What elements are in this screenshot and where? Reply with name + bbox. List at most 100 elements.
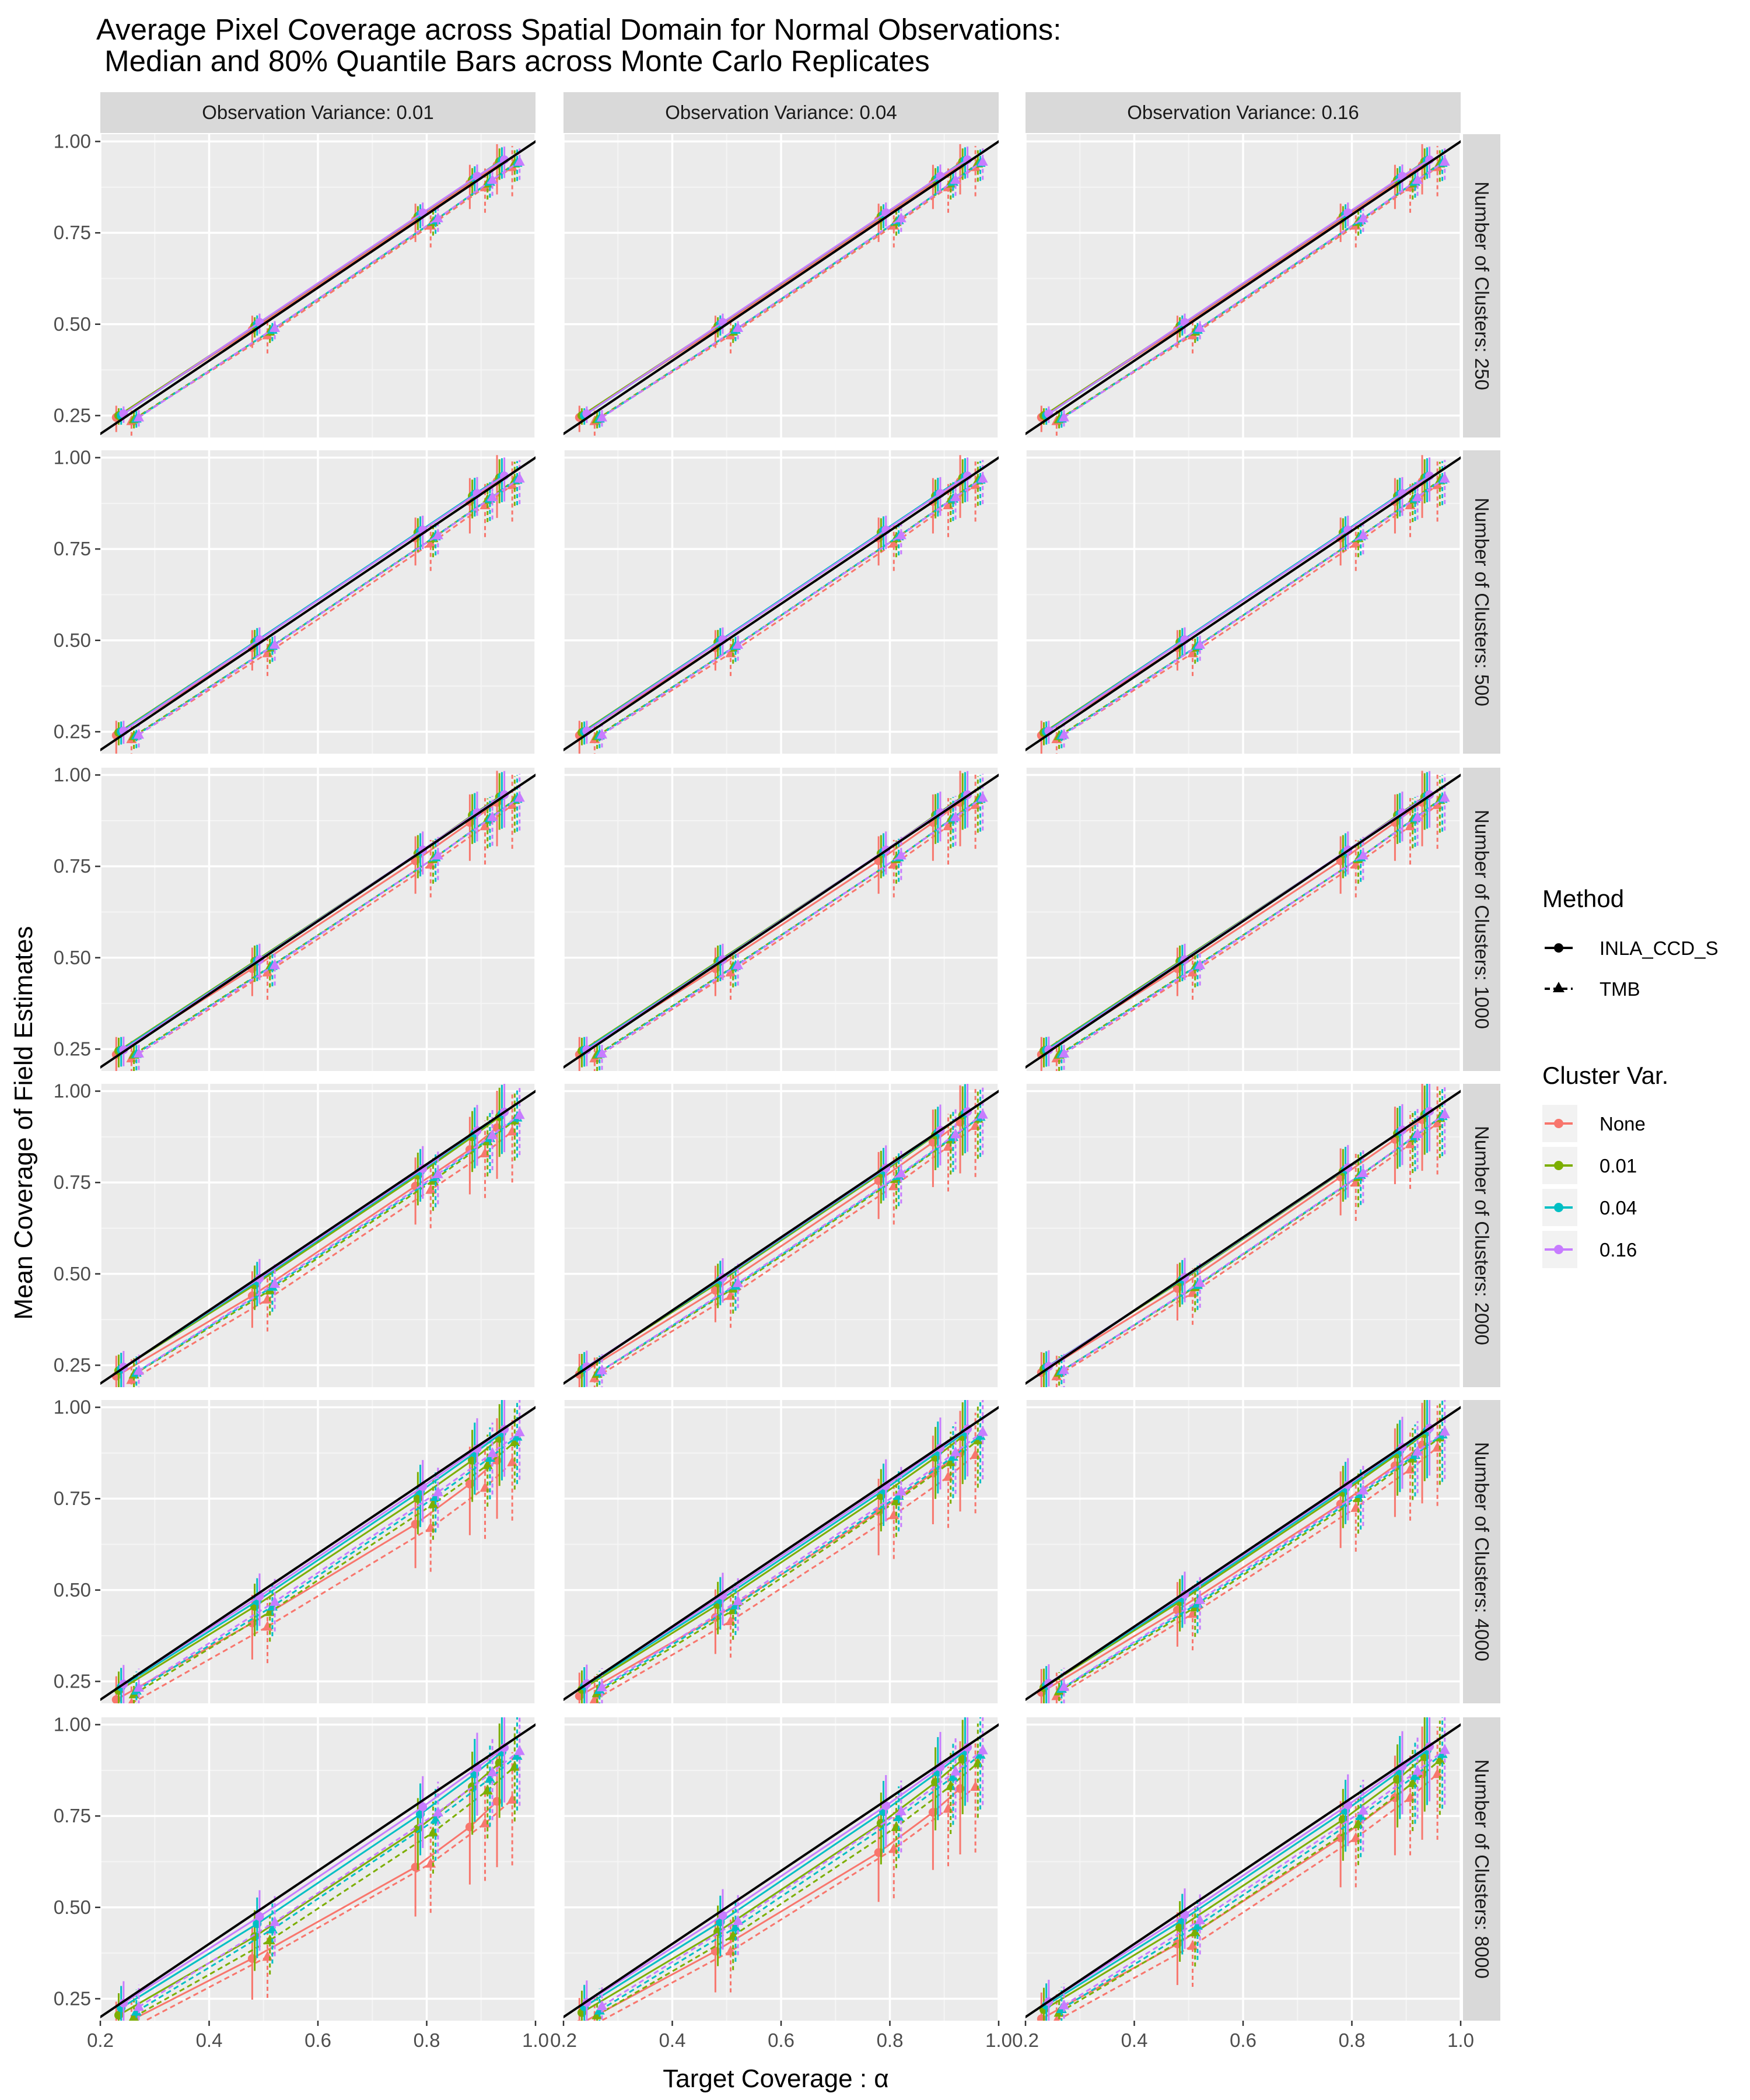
panel-r5-c1: [562, 1717, 1000, 2021]
series-line: [1058, 1436, 1441, 1692]
series-line: [135, 1436, 518, 1692]
legend-inla-circle: [1554, 943, 1563, 953]
x-tick-label: 0.6: [768, 2029, 794, 2051]
panel-r2-c1: [562, 768, 1000, 1071]
point-triangle: [1192, 1920, 1203, 1930]
point-triangle: [432, 849, 443, 860]
point-triangle: [514, 1426, 525, 1437]
reference-line: [100, 1090, 536, 1385]
point-triangle: [432, 1486, 443, 1496]
series-0.16-INLA_CCD_S: [1044, 146, 1434, 423]
y-tick-label: 0.25: [54, 404, 91, 426]
row-strip-4: Number of Clusters: 4000: [1463, 1400, 1500, 1703]
legend-inla-label: INLA_CCD_S: [1600, 937, 1718, 959]
point-triangle: [1357, 849, 1368, 860]
point-triangle: [977, 792, 988, 802]
series-line: [138, 1114, 520, 1372]
point-triangle: [1058, 1364, 1069, 1374]
reference-line: [564, 1090, 999, 1385]
panel-r3-c0: [99, 1084, 537, 1387]
y-tick-label: 1.00: [54, 447, 91, 468]
reference-line: [564, 1723, 999, 2019]
panel-r2-c2: [1024, 768, 1462, 1071]
panel-r2-c0: [99, 768, 537, 1071]
series-line: [1060, 1753, 1443, 2010]
y-tick-label: 0.75: [54, 1488, 91, 1509]
legend-method-inla: INLA_CCD_S: [1545, 937, 1718, 959]
point-triangle: [950, 1765, 961, 1776]
series-line: [133, 1119, 516, 1376]
y-tick-label: 0.25: [54, 720, 91, 742]
series-0.16-TMB: [596, 1717, 988, 2021]
point-triangle: [945, 1456, 956, 1466]
point-triangle: [270, 1595, 281, 1606]
row-strip-label: Number of Clusters: 250: [1471, 181, 1493, 390]
point-triangle: [1189, 1926, 1200, 1937]
axes: 0.25 0.50 0.75 1.00 0.25 0.50 0.75 1.00 0.25 0.50…: [54, 131, 1474, 2051]
row-strip-2: Number of Clusters: 1000: [1463, 768, 1500, 1071]
point-triangle: [943, 820, 954, 831]
y-tick-label: 1.00: [54, 764, 91, 786]
point-triangle: [1432, 1768, 1443, 1779]
point-triangle: [895, 1805, 907, 1816]
y-tick-label: 0.50: [54, 1579, 91, 1601]
legend-cluster-title: Cluster Var.: [1542, 1062, 1668, 1089]
legend-tmb-label: TMB: [1600, 978, 1640, 1000]
panel-data: [1026, 455, 1461, 754]
point-triangle: [484, 1773, 495, 1783]
panel-data: [1026, 1400, 1461, 1703]
point-triangle: [428, 1826, 439, 1837]
panel-r1-c0: [99, 450, 537, 754]
point-triangle: [1357, 1804, 1368, 1815]
point-triangle: [1412, 1128, 1423, 1138]
point-triangle: [1350, 537, 1362, 548]
y-tick-label: 0.25: [54, 1987, 91, 2009]
point-triangle: [943, 1140, 954, 1151]
row-strip-bg: [1463, 1084, 1500, 1387]
reference-line: [564, 1406, 999, 1702]
series-0.16-TMB: [596, 460, 988, 748]
point-triangle: [1058, 411, 1069, 422]
series-0.16-TMB: [596, 148, 988, 427]
series-line: [601, 1749, 984, 2007]
point-triangle: [487, 1129, 498, 1139]
series-0.16-TMB: [1058, 148, 1450, 427]
series-line: [1060, 1115, 1443, 1372]
legend-cluster-none: None: [1542, 1105, 1646, 1142]
point-triangle: [507, 1125, 518, 1136]
point-triangle: [1412, 491, 1423, 502]
series-0.16-TMB: [596, 1086, 988, 1387]
panel-data: [564, 1400, 999, 1703]
series-line: [131, 484, 513, 740]
y-axis-title: Mean Coverage of Field Estimates: [9, 926, 38, 1320]
series-None-TMB: [589, 773, 981, 1071]
point-circle: [418, 1802, 428, 1811]
reference-line: [100, 456, 536, 752]
point-triangle: [888, 1509, 900, 1520]
series-0.04-INLA_CCD_S: [117, 1717, 506, 2021]
reference-line: [1026, 456, 1461, 752]
point-triangle: [895, 1485, 907, 1496]
point-triangle: [1357, 1484, 1368, 1494]
point-circle: [881, 1801, 891, 1811]
point-triangle: [596, 729, 607, 739]
reference-line: [1026, 774, 1461, 1069]
x-tick-label: 1.0: [985, 2029, 1012, 2051]
point-triangle: [596, 1681, 607, 1692]
panel-r4-c0: [99, 1400, 537, 1703]
panel-data: [564, 1717, 999, 2021]
point-triangle: [133, 1364, 144, 1375]
series-line: [594, 484, 977, 740]
series-0.16-TMB: [1058, 460, 1450, 748]
reference-line: [564, 774, 999, 1069]
point-triangle: [507, 1456, 518, 1466]
facet-panels: [99, 134, 1462, 2021]
series-line: [598, 1435, 981, 1691]
point-triangle: [888, 537, 900, 548]
series-line: [1056, 166, 1438, 422]
x-tick-label: 0.2: [550, 2029, 577, 2051]
series-None-TMB: [589, 1088, 981, 1387]
point-triangle: [977, 155, 988, 166]
point-triangle: [1405, 820, 1416, 831]
series-0.16-TMB: [133, 1717, 525, 2021]
